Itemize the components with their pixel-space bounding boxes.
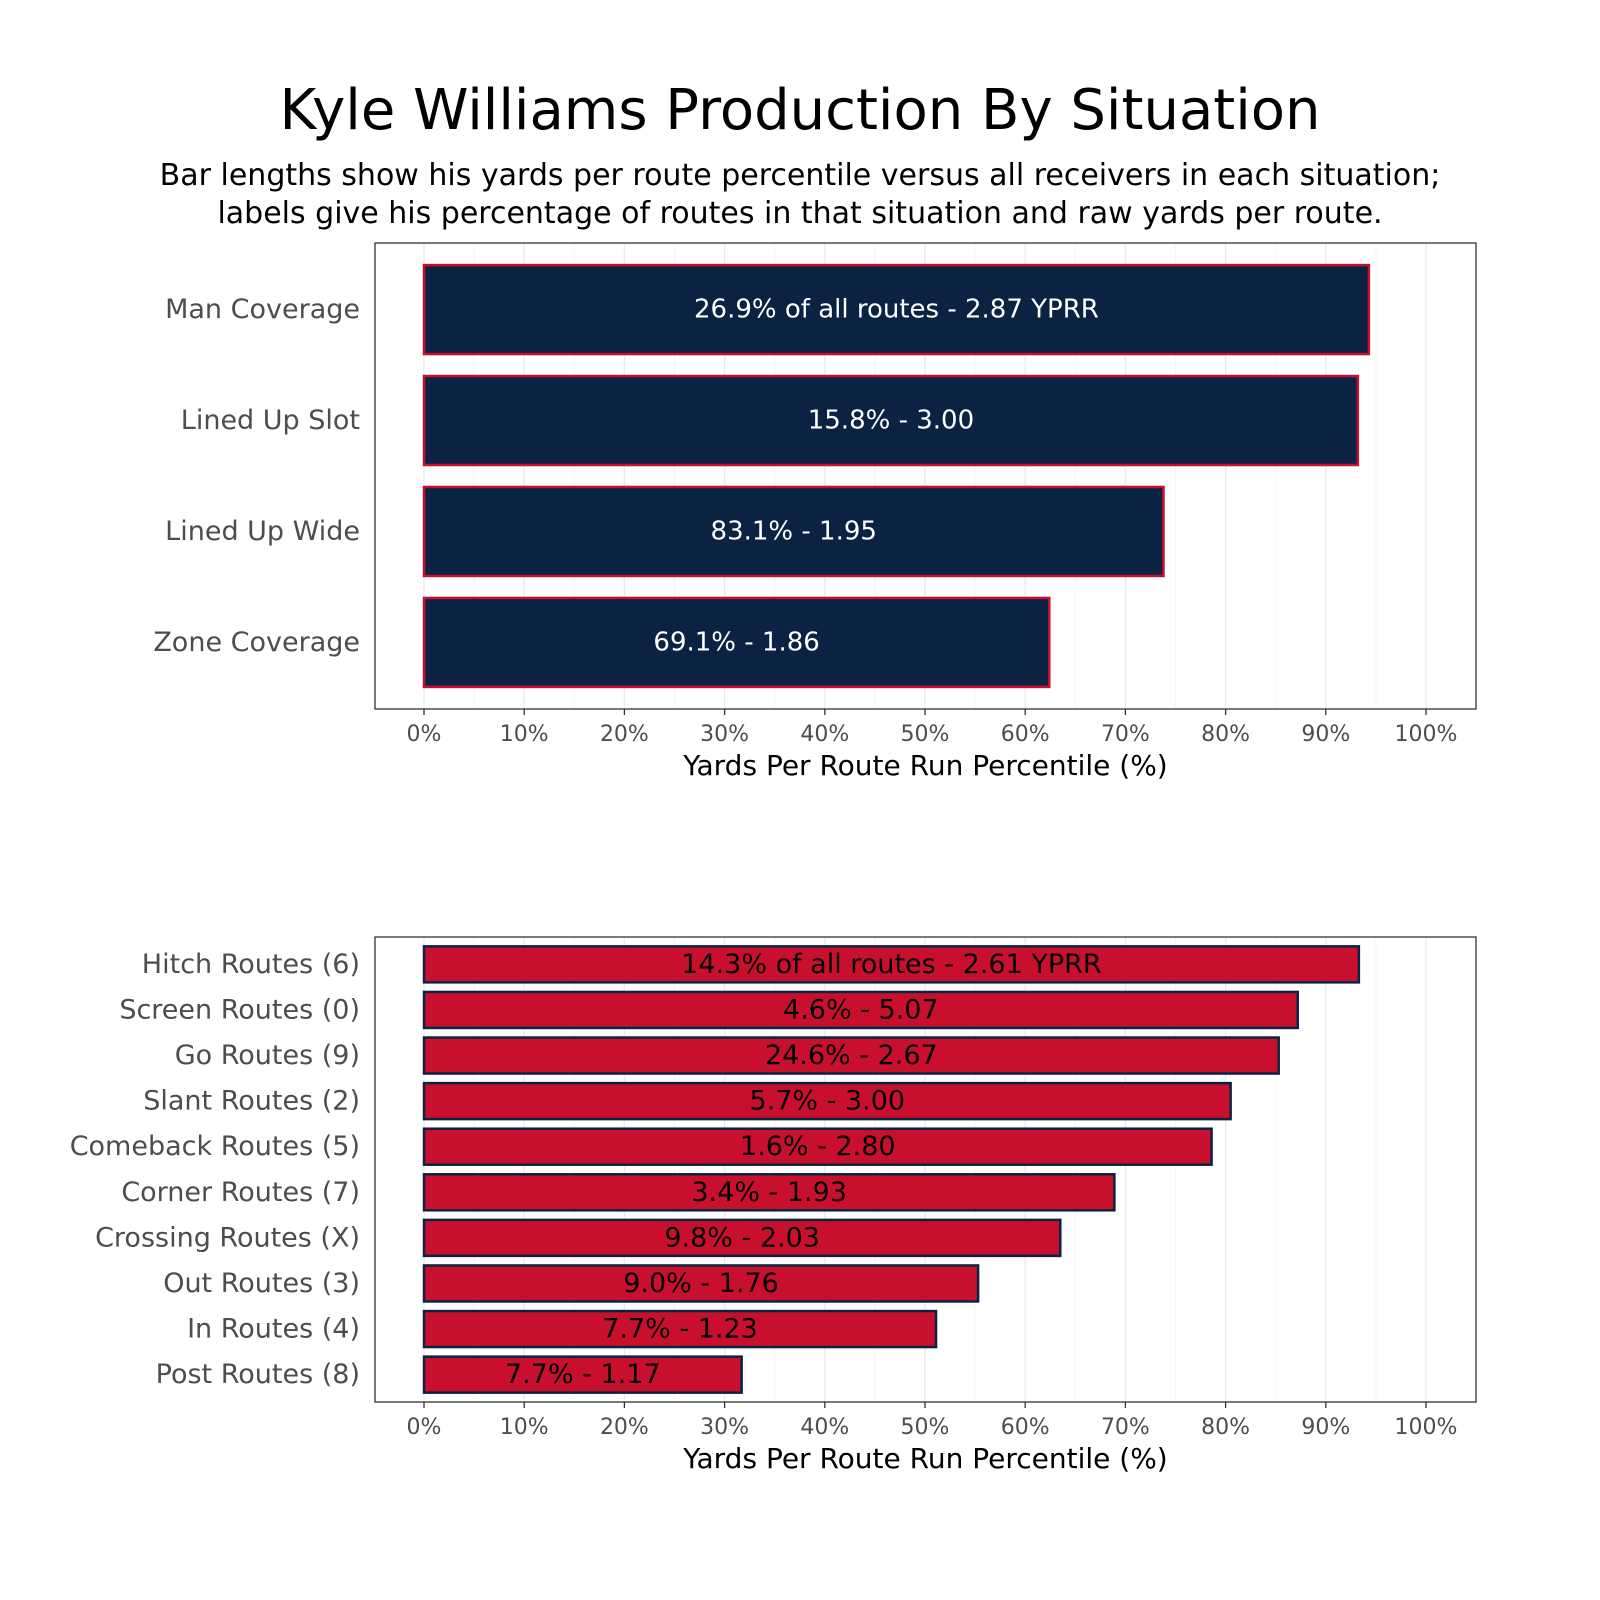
x-tick-label: 90% [1301,722,1350,747]
bar-label: 26.9% of all routes - 2.87 YPRR [694,295,1099,325]
category-label: Comeback Routes (5) [70,1131,360,1162]
bar-label: 1.6% - 2.80 [740,1131,896,1162]
category-label: Out Routes (3) [163,1268,360,1299]
category-label: Man Coverage [165,294,360,325]
x-tick-label: 20% [600,722,649,747]
category-label: Lined Up Wide [165,516,360,547]
bar [422,945,1361,984]
x-tick-label: 50% [901,722,950,747]
x-axis-title: Yards Per Route Run Percentile (%) [682,1442,1167,1475]
x-tick-label: 40% [800,722,849,747]
x-tick-label: 0% [407,722,442,747]
subtitle-line-2: labels give his percentage of routes in … [217,196,1383,231]
category-label: Lined Up Slot [181,405,360,436]
x-tick-label: 60% [1001,722,1050,747]
x-tick-label: 20% [600,1415,649,1440]
bar-label: 69.1% - 1.86 [653,627,819,657]
bar [422,1309,938,1349]
category-label: Screen Routes (0) [119,994,360,1025]
x-tick-label: 70% [1101,722,1150,747]
x-tick-label: 30% [700,722,749,747]
category-label: Go Routes (9) [175,1040,360,1071]
x-tick-label: 50% [901,1415,950,1440]
bar-label: 4.6% - 5.07 [783,994,939,1025]
x-tick-label: 0% [407,1415,442,1440]
bar [422,485,1165,578]
bar-label: 24.6% - 2.67 [765,1040,938,1071]
bar [422,1127,1213,1166]
bar-label: 83.1% - 1.95 [711,516,877,546]
category-label: Slant Routes (2) [143,1086,360,1117]
page-title: Kyle Williams Production By Situation [279,78,1321,143]
bar-label: 15.8% - 3.00 [808,406,974,436]
bar-label: 7.7% - 1.23 [602,1314,758,1345]
bar [422,1173,1116,1212]
category-label: Post Routes (8) [156,1359,360,1390]
x-tick-label: 10% [500,722,549,747]
bar-label: 5.7% - 3.00 [749,1086,905,1117]
bar [422,1264,980,1303]
bar [422,1355,743,1394]
subtitle-line-1: Bar lengths show his yards per route per… [159,158,1441,193]
x-tick-label: 100% [1395,1415,1458,1440]
x-tick-label: 30% [700,1415,749,1440]
bar [422,263,1371,356]
x-tick-label: 60% [1001,1415,1050,1440]
x-axis-title: Yards Per Route Run Percentile (%) [682,749,1167,782]
x-tick-label: 40% [800,1415,849,1440]
bar [422,990,1299,1030]
bar-label: 9.0% - 1.76 [623,1268,779,1299]
bar [422,374,1360,467]
bar [422,1036,1280,1075]
x-tick-label: 80% [1201,1415,1250,1440]
bar [422,1081,1232,1121]
situation-chart: 26.9% of all routes - 2.87 YPRR Man Cover… [153,242,1477,782]
category-label: In Routes (4) [187,1314,360,1345]
category-label: Crossing Routes (X) [95,1222,360,1253]
x-tick-label: 90% [1301,1415,1350,1440]
x-tick-label: 80% [1201,722,1250,747]
bar [422,1218,1062,1258]
x-tick-label: 10% [500,1415,549,1440]
bar-label: 9.8% - 2.03 [664,1222,820,1253]
bar [422,596,1051,689]
x-tick-label: 100% [1395,722,1458,747]
category-label: Hitch Routes (6) [142,949,360,980]
bar-label: 7.7% - 1.17 [505,1359,661,1390]
bar-label: 14.3% of all routes - 2.61 YPRR [681,949,1101,980]
category-label: Zone Coverage [153,627,360,658]
category-label: Corner Routes (7) [121,1177,360,1208]
bar-label: 3.4% - 1.93 [691,1177,847,1208]
x-tick-label: 70% [1101,1415,1150,1440]
route-type-chart: 14.3% of all routes - 2.61 YPRR Hitch Rou… [70,936,1477,1475]
